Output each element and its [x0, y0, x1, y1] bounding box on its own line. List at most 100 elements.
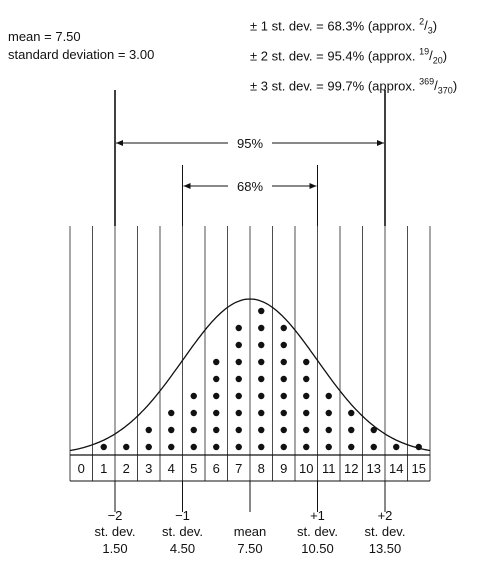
data-dot	[213, 443, 220, 451]
data-dot	[258, 426, 265, 434]
data-dot	[123, 443, 130, 451]
tick-label: 15	[412, 461, 426, 476]
data-dot	[325, 409, 332, 417]
data-dot	[280, 409, 287, 417]
data-dot	[213, 426, 220, 434]
marker-label: 13.50	[369, 541, 402, 556]
data-dot	[235, 426, 242, 434]
sd-markers: −2st. dev.1.50−1st. dev.4.50mean7.50+1st…	[95, 481, 406, 556]
interval-1-label: 68%	[237, 179, 263, 194]
data-dot	[303, 409, 310, 417]
marker-label: +2	[378, 508, 393, 523]
tick-label: 10	[299, 461, 313, 476]
rule-3sd: ± 3 st. dev. = 99.7% (approx. 369/370)	[250, 76, 458, 96]
data-dot	[348, 426, 355, 434]
tick-label: 2	[123, 461, 130, 476]
data-dot	[348, 409, 355, 417]
data-dot	[280, 443, 287, 451]
data-dot	[258, 392, 265, 400]
tick-label: 7	[235, 461, 242, 476]
data-dot	[168, 409, 175, 417]
tick-label: 14	[389, 461, 403, 476]
summary-stats: mean = 7.50 standard deviation = 3.00	[8, 28, 154, 64]
data-dot	[303, 358, 310, 366]
data-dot	[370, 443, 377, 451]
tick-labels: 0 1 2 3 4 5 6 7 8 9 10 11 12 13 14 15	[78, 461, 426, 476]
data-dot	[303, 392, 310, 400]
tick-label: 12	[344, 461, 358, 476]
data-dot	[303, 443, 310, 451]
data-dot	[235, 358, 242, 366]
data-dot	[348, 443, 355, 451]
data-dot	[190, 443, 197, 451]
tick-label: 9	[280, 461, 287, 476]
tick-label: 3	[145, 461, 152, 476]
data-dot	[280, 324, 287, 332]
marker-label: 1.50	[102, 541, 127, 556]
tick-label: 11	[322, 461, 336, 476]
data-dot	[235, 443, 242, 451]
data-dot	[213, 409, 220, 417]
data-dot	[190, 409, 197, 417]
data-dot	[168, 426, 175, 434]
data-dot	[235, 324, 242, 332]
tick-label: 0	[78, 461, 85, 476]
data-dot	[370, 426, 377, 434]
data-dot	[303, 426, 310, 434]
data-dot	[325, 426, 332, 434]
marker-label: st. dev.	[297, 524, 338, 539]
marker-label: st. dev.	[365, 524, 406, 539]
marker-label: 4.50	[170, 541, 195, 556]
normal-curve	[69, 298, 431, 452]
dots	[100, 307, 422, 451]
sd-text: standard deviation = 3.00	[8, 47, 155, 62]
data-dot	[145, 443, 152, 451]
data-dot	[258, 341, 265, 349]
tick-label: 4	[168, 461, 175, 476]
tick-label: 13	[367, 461, 381, 476]
data-dot	[258, 375, 265, 383]
data-dot	[258, 409, 265, 417]
data-dot	[235, 409, 242, 417]
normal-curve-path	[69, 298, 431, 452]
data-dot	[325, 443, 332, 451]
tick-label: 8	[258, 461, 265, 476]
empirical-rules: ± 1 st. dev. = 68.3% (approx. 2/3) ± 2 s…	[250, 12, 457, 102]
tick-label: 5	[190, 461, 197, 476]
data-dot	[100, 443, 107, 451]
marker-label: mean	[234, 524, 267, 539]
tick-label: 6	[213, 461, 220, 476]
data-dot	[190, 426, 197, 434]
data-dot	[213, 358, 220, 366]
data-dot	[190, 392, 197, 400]
data-dot	[235, 341, 242, 349]
grid-lines	[69, 226, 431, 455]
interval-0-label: 95%	[237, 136, 263, 151]
data-dot	[280, 341, 287, 349]
data-dot	[258, 358, 265, 366]
interval-arrows: 95% 68%	[114, 90, 386, 226]
marker-label: st. dev.	[95, 524, 136, 539]
data-dot	[213, 375, 220, 383]
data-dot	[280, 358, 287, 366]
data-dot	[280, 426, 287, 434]
rule-1sd: ± 1 st. dev. = 68.3% (approx. 2/3)	[250, 17, 438, 36]
data-dot	[258, 307, 265, 315]
data-dot	[235, 375, 242, 383]
data-dot	[280, 375, 287, 383]
data-dot	[168, 443, 175, 451]
marker-label: −2	[108, 508, 123, 523]
marker-label: −1	[175, 508, 190, 523]
data-dot	[258, 443, 265, 451]
data-dot	[258, 324, 265, 332]
data-dot	[325, 392, 332, 400]
data-dot	[303, 375, 310, 383]
data-dot	[280, 392, 287, 400]
marker-label: st. dev.	[162, 524, 203, 539]
data-dot	[235, 392, 242, 400]
data-dot	[213, 392, 220, 400]
mean-text: mean = 7.50	[8, 29, 81, 44]
marker-label: 7.50	[237, 541, 262, 556]
data-dot	[393, 443, 400, 451]
